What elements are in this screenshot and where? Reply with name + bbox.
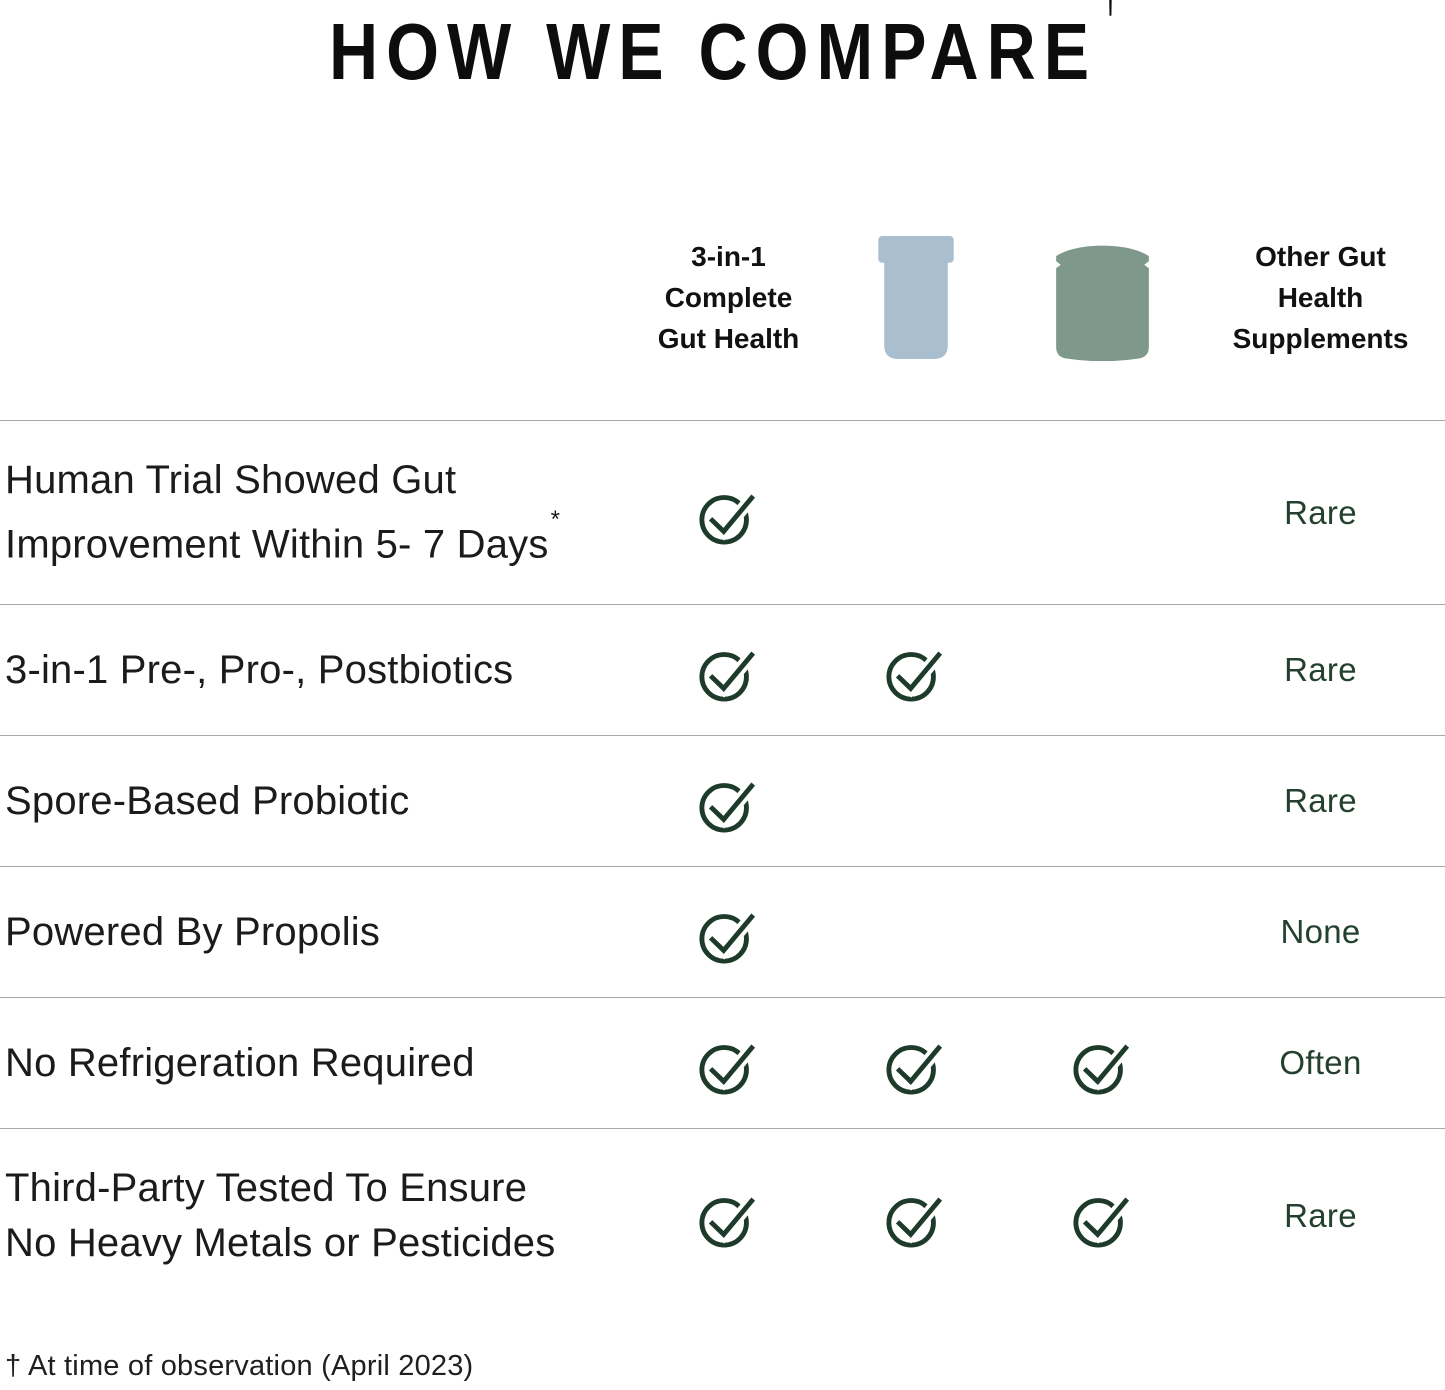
footnote: † At time of observation (April 2023): [5, 1350, 474, 1382]
checkmark-icon: [822, 637, 1009, 703]
table-row: Third-Party Tested To Ensure No Heavy Me…: [0, 1128, 1445, 1303]
row-label: Human Trial Showed Gut Improvement Withi…: [0, 453, 635, 572]
product-label-line: Gut Health: [657, 322, 800, 354]
checkmark-icon: [635, 768, 822, 834]
table-row: No Refrigeration Required Often: [0, 997, 1445, 1128]
table-row: Human Trial Showed Gut Improvement Withi…: [0, 420, 1445, 604]
frequency-value: Rare: [1284, 1197, 1357, 1235]
table-row: Spore-Based Probiotic Rare: [0, 735, 1445, 866]
row-label: 3-in-1 Pre-, Pro-, Postbiotics: [0, 643, 635, 698]
checkmark-icon: [635, 1030, 822, 1096]
jar-icon: [1056, 245, 1149, 361]
other-label-line: Supplements: [1232, 322, 1409, 354]
row-label-line: No Heavy Metals or Pesticides: [5, 1221, 556, 1266]
checkmark-icon: [635, 1183, 822, 1249]
checkmark-icon: [1009, 1030, 1196, 1096]
row-label-line: Improvement Within 5- 7 Days*: [5, 506, 635, 572]
row-label-line: No Refrigeration Required: [5, 1040, 475, 1085]
header-jar-column: [1009, 234, 1196, 361]
frequency-value: Often: [1279, 1044, 1362, 1082]
row-label-line: Spore-Based Probiotic: [5, 778, 410, 823]
other-label-line: Health: [1277, 281, 1364, 313]
row-label: Powered By Propolis: [0, 905, 635, 960]
header-other-column: Other Gut Health Supplements: [1196, 236, 1445, 359]
row-label-line: Powered By Propolis: [5, 909, 381, 954]
other-label-line: Other Gut: [1255, 240, 1386, 272]
comparison-table: Human Trial Showed Gut Improvement Withi…: [0, 420, 1445, 1303]
page-header: HOW WE COMPARE†: [0, 0, 1445, 97]
row-label: Spore-Based Probiotic: [0, 774, 635, 829]
other-column-label: Other Gut Health Supplements: [1233, 236, 1409, 359]
row-label: No Refrigeration Required: [0, 1036, 635, 1091]
frequency-value: Rare: [1284, 782, 1357, 820]
dagger-symbol: †: [1101, 0, 1120, 23]
comparison-header-row: 3-in-1 Complete Gut Health Other Gut Hea…: [0, 226, 1445, 368]
checkmark-icon: [635, 480, 822, 546]
header-product-column: 3-in-1 Complete Gut Health: [635, 236, 822, 359]
row-label-line: 3-in-1 Pre-, Pro-, Postbiotics: [5, 647, 514, 692]
checkmark-icon: [635, 899, 822, 965]
row-label: Third-Party Tested To Ensure No Heavy Me…: [0, 1161, 635, 1271]
row-label-line-text: Improvement Within 5- 7 Days: [5, 522, 549, 567]
table-row: 3-in-1 Pre-, Pro-, Postbiotics Rare: [0, 604, 1445, 735]
row-label-line: Third-Party Tested To Ensure: [5, 1166, 528, 1211]
checkmark-icon: [822, 1030, 1009, 1096]
frequency-value: Rare: [1284, 493, 1357, 531]
page-title-text: HOW WE COMPARE: [329, 7, 1098, 97]
header-bottle-column: [822, 234, 1009, 361]
pill-bottle-icon: [877, 235, 954, 359]
checkmark-icon: [822, 1183, 1009, 1249]
page-title: HOW WE COMPARE†: [329, 0, 1120, 98]
checkmark-icon: [635, 637, 822, 703]
product-label-line: Complete: [664, 281, 793, 313]
asterisk: *: [550, 506, 561, 533]
frequency-value: Rare: [1284, 651, 1357, 689]
table-row: Powered By Propolis None: [0, 866, 1445, 997]
row-label-line: Human Trial Showed Gut: [5, 458, 457, 502]
frequency-value: None: [1280, 913, 1361, 951]
checkmark-icon: [1009, 1183, 1196, 1249]
product-column-label: 3-in-1 Complete Gut Health: [658, 236, 800, 359]
product-label-line: 3-in-1: [691, 240, 766, 272]
